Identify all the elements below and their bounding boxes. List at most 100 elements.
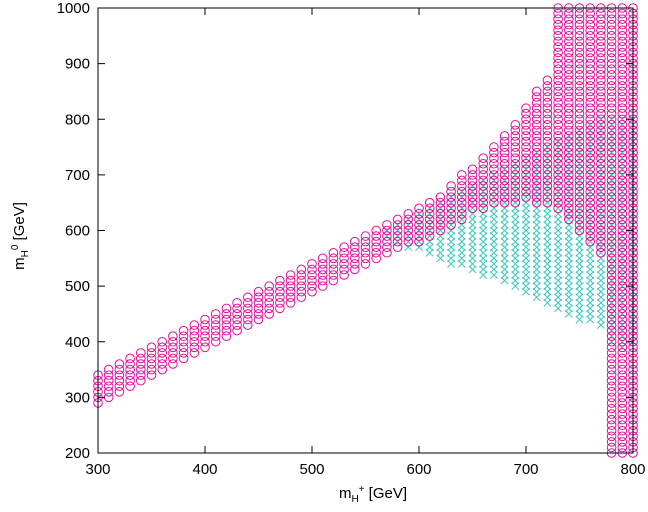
cross-point bbox=[586, 204, 595, 213]
cross-point bbox=[447, 209, 456, 218]
circle-point bbox=[489, 153, 499, 163]
circle-point bbox=[478, 158, 489, 169]
circle-point bbox=[574, 19, 585, 30]
circle-point bbox=[542, 92, 553, 102]
cross-point bbox=[543, 265, 552, 274]
circle-point bbox=[564, 192, 574, 202]
circle-point bbox=[564, 170, 574, 180]
circle-point bbox=[146, 348, 157, 358]
circle-point bbox=[499, 197, 510, 208]
cross-point bbox=[618, 115, 627, 124]
cross-point bbox=[575, 298, 584, 307]
cross-point bbox=[522, 176, 530, 185]
circle-point bbox=[564, 25, 574, 36]
circle-point bbox=[564, 86, 574, 97]
cross-point bbox=[564, 309, 573, 318]
circle-point bbox=[596, 103, 606, 113]
circle-point bbox=[542, 186, 553, 197]
cross-point bbox=[596, 198, 605, 207]
circle-point bbox=[146, 342, 157, 353]
circle-point bbox=[221, 309, 232, 319]
cross-point bbox=[532, 182, 541, 190]
cross-point bbox=[618, 332, 627, 341]
circle-point bbox=[542, 120, 553, 130]
circle-point bbox=[424, 197, 435, 208]
circle-point bbox=[606, 309, 617, 319]
circle-point bbox=[200, 331, 210, 341]
circle-point bbox=[339, 270, 349, 280]
circle-point bbox=[403, 209, 414, 219]
circle-point bbox=[596, 47, 606, 58]
cross-point bbox=[511, 259, 520, 268]
circle-point bbox=[264, 292, 275, 303]
circle-point bbox=[617, 414, 628, 425]
cross-point bbox=[618, 321, 627, 330]
circle-point bbox=[339, 253, 349, 264]
circle-point bbox=[606, 298, 617, 308]
cross-point bbox=[575, 148, 584, 157]
circle-point bbox=[574, 175, 585, 186]
cross-point bbox=[586, 304, 595, 313]
circle-point bbox=[285, 292, 296, 303]
cross-point bbox=[554, 215, 563, 224]
cross-point bbox=[618, 259, 627, 268]
cross-point bbox=[554, 170, 563, 179]
circle-point bbox=[168, 353, 178, 364]
cross-point bbox=[532, 170, 541, 179]
circle-point bbox=[457, 175, 467, 186]
circle-point bbox=[617, 425, 628, 436]
circle-point bbox=[178, 353, 189, 364]
circle-point bbox=[457, 186, 467, 197]
circle-point bbox=[542, 164, 553, 175]
cross-point bbox=[596, 154, 605, 163]
cross-point bbox=[543, 282, 552, 291]
circle-point bbox=[531, 175, 542, 186]
cross-point bbox=[393, 237, 402, 246]
cross-point bbox=[586, 232, 595, 241]
cross-point bbox=[532, 243, 541, 252]
circle-point bbox=[606, 8, 617, 19]
circle-point bbox=[424, 209, 435, 219]
cross-point bbox=[554, 276, 563, 285]
circle-point bbox=[596, 158, 606, 169]
x-tick-label: 400 bbox=[192, 461, 217, 478]
circle-point bbox=[606, 147, 617, 158]
cross-point bbox=[575, 226, 584, 235]
circle-point bbox=[617, 19, 628, 30]
circle-point bbox=[521, 131, 531, 141]
circle-point bbox=[136, 359, 146, 369]
cross-point bbox=[393, 226, 402, 235]
cross-point bbox=[532, 165, 541, 174]
circle-point bbox=[574, 147, 585, 158]
circle-point bbox=[189, 336, 200, 347]
circle-point bbox=[350, 242, 360, 252]
circle-point bbox=[521, 125, 531, 136]
cross-point bbox=[596, 209, 605, 218]
cross-point bbox=[564, 148, 573, 157]
circle-point bbox=[542, 97, 553, 108]
cross-point bbox=[447, 232, 456, 241]
circle-point bbox=[243, 298, 253, 308]
circle-point bbox=[606, 286, 617, 297]
circle-point bbox=[478, 175, 489, 186]
circle-point bbox=[489, 175, 499, 186]
cross-point bbox=[522, 182, 530, 190]
cross-point bbox=[489, 198, 498, 207]
circle-point bbox=[585, 158, 596, 169]
cross-point bbox=[575, 182, 584, 190]
cross-point bbox=[575, 287, 584, 296]
circle-point bbox=[307, 286, 317, 297]
cross-point bbox=[489, 193, 498, 202]
cross-point bbox=[404, 243, 413, 252]
circle-point bbox=[585, 186, 596, 197]
cross-point bbox=[468, 209, 477, 218]
circle-point bbox=[617, 387, 628, 397]
circle-point bbox=[585, 114, 596, 125]
circle-point bbox=[553, 14, 563, 24]
circle-point bbox=[232, 314, 242, 325]
circle-point bbox=[553, 86, 563, 97]
cross-point bbox=[575, 271, 584, 279]
circle-point bbox=[553, 75, 563, 86]
circle-point bbox=[553, 36, 563, 47]
circle-point bbox=[307, 259, 317, 269]
